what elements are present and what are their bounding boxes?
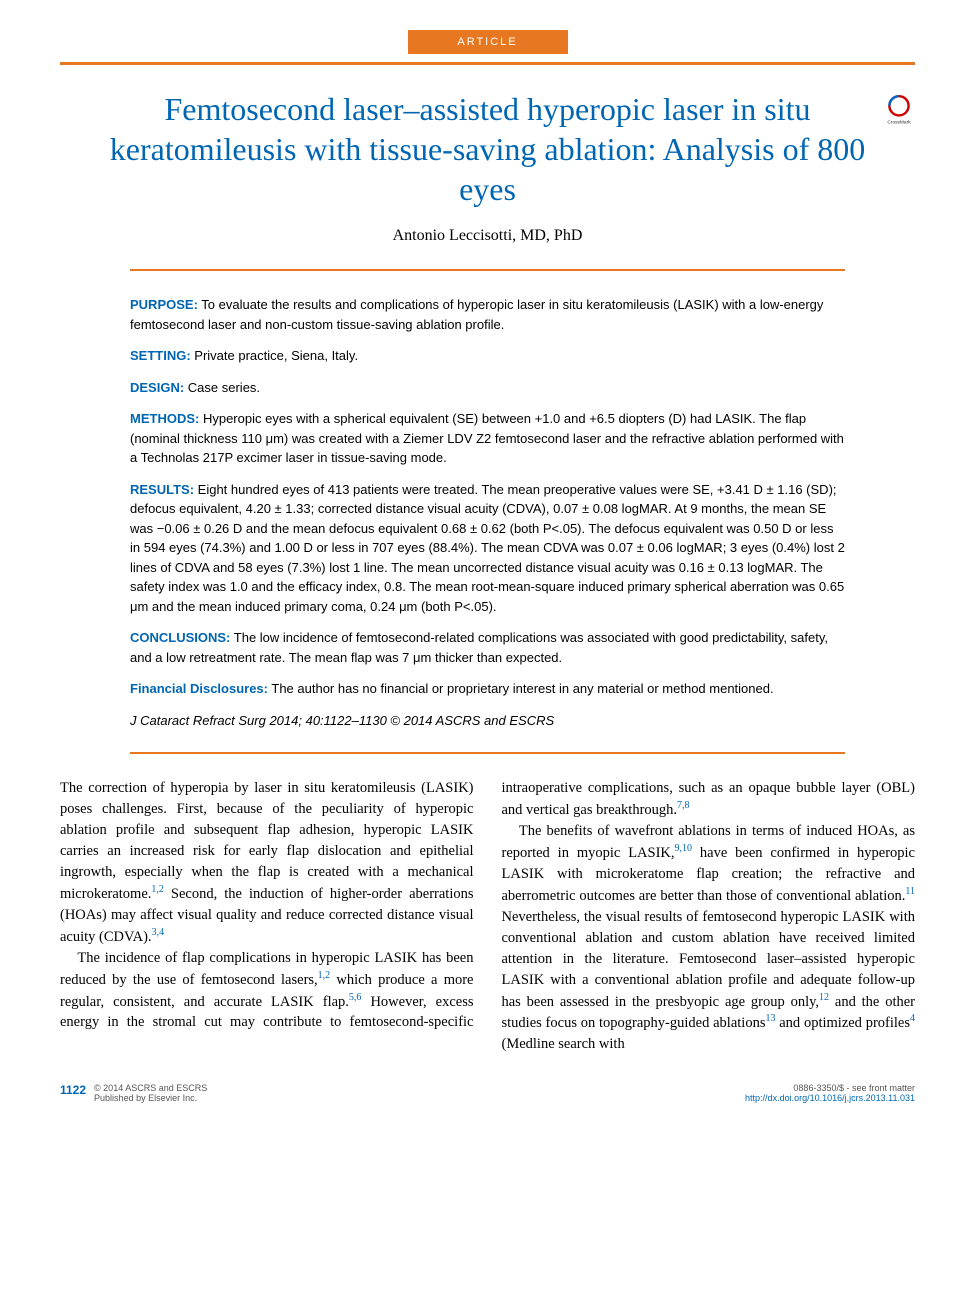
- financial-label: Financial Disclosures:: [130, 681, 268, 696]
- ref-link[interactable]: 1,2: [151, 884, 164, 895]
- ref-link[interactable]: 13: [765, 1013, 775, 1024]
- ref-link[interactable]: 12: [819, 992, 829, 1003]
- author-line: Antonio Leccisotti, MD, PhD: [60, 227, 915, 245]
- results-text: Eight hundred eyes of 413 patients were …: [130, 482, 845, 614]
- article-type-badge: ARTICLE: [408, 30, 568, 54]
- ref-link[interactable]: 4: [910, 1013, 915, 1024]
- footer-copyright: © 2014 ASCRS and ESCRS: [94, 1083, 207, 1093]
- abstract-block: PURPOSE: To evaluate the results and com…: [130, 295, 845, 730]
- doi-link[interactable]: http://dx.doi.org/10.1016/j.jcrs.2013.11…: [745, 1093, 915, 1103]
- purpose-text: To evaluate the results and complication…: [130, 297, 823, 332]
- setting-label: SETTING:: [130, 348, 191, 363]
- conclusions-label: CONCLUSIONS:: [130, 630, 230, 645]
- methods-label: METHODS:: [130, 411, 199, 426]
- abstract-bottom-rule: [130, 752, 845, 754]
- top-rule: [60, 62, 915, 65]
- financial-text: The author has no financial or proprieta…: [268, 681, 774, 696]
- methods-text: Hyperopic eyes with a spherical equivale…: [130, 411, 844, 465]
- article-title: Femtosecond laser–assisted hyperopic las…: [90, 89, 885, 209]
- ref-link[interactable]: 5,6: [349, 992, 362, 1003]
- page-number: 1122: [60, 1083, 86, 1097]
- body-para-1: The correction of hyperopia by laser in …: [60, 778, 474, 948]
- results-label: RESULTS:: [130, 482, 194, 497]
- crossmark-icon[interactable]: CrossMark: [883, 93, 915, 125]
- citation-line: J Cataract Refract Surg 2014; 40:1122–11…: [130, 711, 845, 731]
- body-columns: The correction of hyperopia by laser in …: [60, 778, 915, 1055]
- setting-text: Private practice, Siena, Italy.: [191, 348, 358, 363]
- conclusions-text: The low incidence of femtosecond-related…: [130, 630, 828, 665]
- ref-link[interactable]: 9,10: [675, 843, 693, 854]
- design-label: DESIGN:: [130, 380, 184, 395]
- ref-link[interactable]: 7,8: [677, 800, 690, 811]
- abstract-top-rule: [130, 269, 845, 271]
- ref-link[interactable]: 1,2: [318, 970, 331, 981]
- design-text: Case series.: [184, 380, 260, 395]
- svg-text:CrossMark: CrossMark: [887, 119, 911, 125]
- ref-link[interactable]: 3,4: [152, 927, 165, 938]
- purpose-label: PURPOSE:: [130, 297, 198, 312]
- footer-publisher: Published by Elsevier Inc.: [94, 1093, 207, 1103]
- ref-link[interactable]: 11: [905, 886, 915, 897]
- page-footer: 1122 © 2014 ASCRS and ESCRS Published by…: [60, 1083, 915, 1103]
- footer-issn: 0886-3350/$ - see front matter: [745, 1083, 915, 1093]
- body-para-3: The benefits of wavefront ablations in t…: [502, 821, 916, 1055]
